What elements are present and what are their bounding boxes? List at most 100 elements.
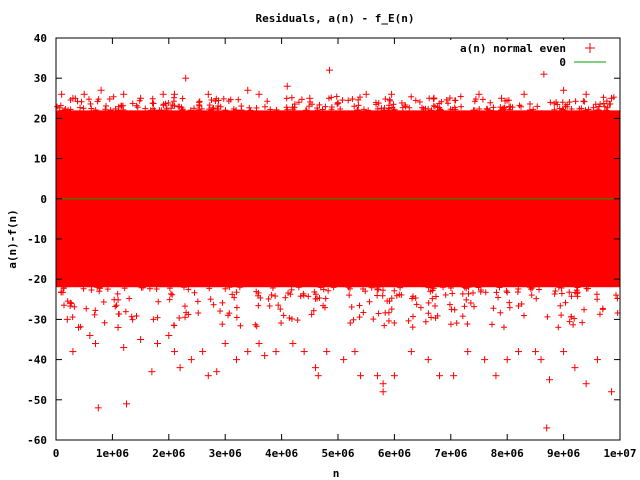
- scatter-point: [340, 356, 348, 364]
- dense-band-edge-point: [154, 314, 161, 321]
- dense-band-edge-point: [380, 287, 387, 294]
- scatter-point: [492, 372, 500, 380]
- dense-band-edge-point: [566, 99, 573, 106]
- dense-band-edge-point: [101, 319, 108, 326]
- dense-band-edge-point: [498, 106, 505, 113]
- dense-band-edge-point: [432, 293, 439, 300]
- scatter-point: [148, 368, 156, 376]
- dense-band-edge-point: [584, 285, 591, 292]
- dense-band-edge-point: [96, 288, 103, 295]
- dense-band-edge-point: [386, 102, 393, 109]
- dense-band-edge-point: [226, 284, 233, 291]
- dense-band-edge-point: [229, 291, 236, 298]
- dense-band-edge-point: [533, 295, 540, 302]
- scatter-point: [123, 400, 130, 408]
- scatter-point: [531, 348, 539, 356]
- dense-band-edge-point: [497, 104, 504, 111]
- dense-band-edge-point: [374, 285, 381, 292]
- dense-band-edge-point: [425, 299, 432, 306]
- dense-band-edge-point: [551, 106, 558, 113]
- dense-band-edge-point: [354, 107, 361, 114]
- dense-band-edge-point: [284, 106, 291, 113]
- dense-band-edge-point: [61, 107, 68, 114]
- dense-band-edge-point: [314, 107, 321, 114]
- dense-band-edge-point: [168, 105, 175, 112]
- dense-band-edge-point: [500, 324, 507, 331]
- dense-band-edge-point: [295, 284, 302, 291]
- dense-band-edge-point: [475, 284, 482, 291]
- scatter-point: [311, 364, 319, 372]
- chart-title: Residuals, a(n) - f_E(n): [256, 12, 415, 25]
- scatter-point: [537, 356, 545, 364]
- dense-band-edge-point: [504, 289, 511, 296]
- dense-band-edge-point: [219, 321, 226, 328]
- scatter-point: [314, 372, 322, 380]
- dense-band-edge-point: [166, 285, 173, 292]
- dense-band-edge-point: [217, 103, 224, 110]
- dense-band-edge-point: [129, 100, 136, 107]
- dense-band-edge-point: [465, 290, 472, 297]
- dense-band-edge-point: [408, 93, 415, 100]
- dense-band-edge-point: [526, 100, 533, 107]
- dense-band-edge-point: [559, 99, 566, 106]
- scatter-point: [182, 74, 190, 82]
- dense-band-edge-point: [233, 289, 240, 296]
- x-axis-tick-label: 2e+06: [152, 447, 185, 460]
- dense-band-edge-point: [409, 324, 416, 331]
- y-axis-tick-label: 0: [40, 193, 47, 206]
- dense-band-edge-point: [453, 320, 460, 327]
- dense-band-edge-point: [558, 285, 565, 292]
- scatter-point: [424, 356, 432, 364]
- dense-band-edge-point: [62, 106, 69, 113]
- dense-band-edge-point: [581, 98, 588, 105]
- dense-band-edge-point: [210, 301, 217, 308]
- dense-band-edge-point: [112, 303, 119, 310]
- dense-band-edge-point: [333, 93, 340, 100]
- dense-band-edge-point: [222, 285, 229, 292]
- dense-band-edge-point: [374, 292, 381, 299]
- dense-band-edge-point: [558, 290, 565, 297]
- dense-band-edge-point: [179, 107, 186, 114]
- dense-band-edge-point: [601, 103, 608, 110]
- dense-band-edge-point: [425, 284, 432, 291]
- dense-band-edge-point: [447, 321, 454, 328]
- dense-band-edge-point: [290, 106, 297, 113]
- dense-band-edge-point: [527, 286, 534, 293]
- dense-band-edge-point: [233, 304, 240, 311]
- dense-band-edge-point: [230, 106, 237, 113]
- dense-band-edge-point: [391, 319, 398, 326]
- dense-band-edge-point: [356, 302, 363, 309]
- dense-band-edge-point: [254, 292, 261, 299]
- dense-band-edge-point: [560, 107, 567, 114]
- dense-band-edge-point: [390, 101, 397, 108]
- dense-band-edge-point: [366, 298, 373, 305]
- dense-band-edge-point: [253, 288, 260, 295]
- dense-band-edge-point: [604, 104, 611, 111]
- scatter-point: [154, 340, 162, 348]
- scatter-point: [69, 94, 77, 102]
- dense-band-edge-point: [283, 95, 290, 102]
- dense-band-edge-point: [483, 105, 490, 112]
- dense-band-edge-point: [92, 307, 99, 314]
- scatter-point: [593, 356, 601, 364]
- dense-band-edge-point: [325, 95, 332, 102]
- scatter-point: [300, 348, 308, 356]
- dense-band-edge-point: [288, 286, 295, 293]
- scatter-point: [430, 94, 438, 102]
- dense-band-edge-point: [570, 321, 577, 328]
- dense-band-edge-point: [553, 99, 560, 106]
- dense-band-edge-point: [489, 321, 496, 328]
- dense-band-edge-point: [515, 302, 522, 309]
- dense-band-edge-point: [580, 98, 587, 105]
- dense-band-edge-point: [416, 98, 423, 105]
- dense-band-edge-point: [357, 94, 364, 101]
- dense-band-edge-point: [507, 103, 514, 110]
- dense-band-edge-point: [447, 285, 454, 292]
- dense-band-edge-point: [206, 285, 213, 292]
- dense-band-edge-point: [600, 94, 607, 101]
- dense-band-edge-point: [191, 105, 198, 112]
- dense-band-edge-point: [330, 284, 337, 291]
- dense-band-edge-point: [291, 101, 298, 108]
- dense-band-edge-point: [388, 306, 395, 313]
